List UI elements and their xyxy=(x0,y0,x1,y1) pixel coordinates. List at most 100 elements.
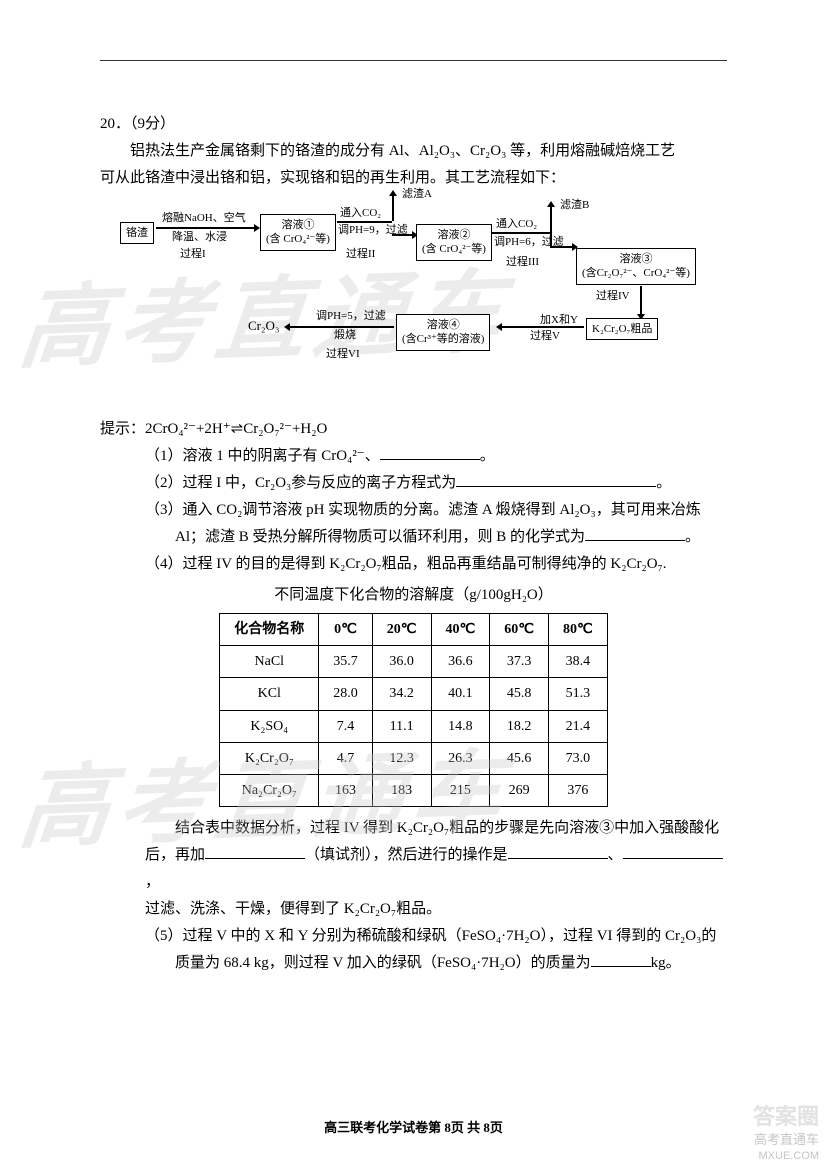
flow-box-slag: 铬渣 xyxy=(120,222,154,244)
q1-end: 。 xyxy=(480,448,495,464)
cell: 73.0 xyxy=(548,742,607,774)
cell: 51.3 xyxy=(548,678,607,710)
sub-q1: （1）溶液 1 中的阴离子有 CrO₄²⁻、。 xyxy=(100,443,727,470)
q5b2: kg。 xyxy=(651,955,681,971)
cell: 45.8 xyxy=(490,678,549,710)
solubility-table: 化合物名称 0℃ 20℃ 40℃ 60℃ 80℃ NaCl35.736.036.… xyxy=(219,613,607,807)
cell: 11.1 xyxy=(372,710,431,742)
sub-q4a: （4）过程 IV 的目的是得到 K₂Cr₂O₇粗品，粗品再重结晶可制得纯净的 K… xyxy=(100,551,727,578)
th-name: 化合物名称 xyxy=(220,614,319,646)
q4b2a: 后，再加 xyxy=(145,847,205,863)
table-row: NaCl35.736.036.637.338.4 xyxy=(220,646,607,678)
cell: 4.7 xyxy=(319,742,373,774)
sub-q4b3: 过滤、洗涤、干燥，便得到了 K₂Cr₂O₇粗品。 xyxy=(100,896,727,923)
q3b-text: Al；滤渣 B 受热分解所得物质可以循环利用，则 B 的化学式为 xyxy=(175,529,585,545)
q3b-blank xyxy=(585,525,685,542)
table-row: KCl28.034.240.145.851.3 xyxy=(220,678,607,710)
table-row: K₂SO₄7.411.114.818.221.4 xyxy=(220,710,607,742)
sub-q3a: （3）通入 CO₂调节溶液 pH 实现物质的分离。滤渣 A 煅烧得到 Al₂O₃… xyxy=(100,497,727,524)
cell: 26.3 xyxy=(431,742,490,774)
cell: Na₂Cr₂O₇ xyxy=(220,774,319,806)
table-row: K₂Cr₂O₇4.712.326.345.673.0 xyxy=(220,742,607,774)
corner-2: 高考直通车 xyxy=(753,1132,819,1149)
flow-arrow-6 xyxy=(290,326,394,328)
q4b2-blank1 xyxy=(205,843,305,860)
cell: NaCl xyxy=(220,646,319,678)
flow-label-proc2: 过程II xyxy=(346,248,375,261)
q2-text: （2）过程 I 中，Cr₂O₃参与反应的离子方程式为 xyxy=(145,475,456,491)
q5b1: 质量为 68.4 kg，则过程 V 加入的绿矾（FeSO₄·7H₂O）的质量为 xyxy=(175,955,591,971)
flow-label-resB: 滤渣B xyxy=(560,199,589,212)
flow-label-co2-1: 通入CO₂ xyxy=(340,207,381,220)
flow-label-resA: 滤渣A xyxy=(402,188,432,201)
table-header-row: 化合物名称 0℃ 20℃ 40℃ 60℃ 80℃ xyxy=(220,614,607,646)
cell: 183 xyxy=(372,774,431,806)
cell: 14.8 xyxy=(431,710,490,742)
cell: 38.4 xyxy=(548,646,607,678)
cell: K₂Cr₂O₇ xyxy=(220,742,319,774)
cell: 215 xyxy=(431,774,490,806)
flow-label-burn: 煅烧 xyxy=(334,329,356,342)
q4b2d: ， xyxy=(145,874,160,890)
flow-arrow-5 xyxy=(502,326,584,328)
cell: 7.4 xyxy=(319,710,373,742)
intro-line-1: 铝热法生产金属铬剩下的铬渣的成分有 Al、Al₂O₃、Cr₂O₃ 等，利用熔融碱… xyxy=(100,138,727,165)
cell: 45.6 xyxy=(490,742,549,774)
q4b2b: （填试剂），然后进行的操作是 xyxy=(305,847,508,863)
q4b2c: 、 xyxy=(608,847,623,863)
flow-line-3a xyxy=(492,232,550,234)
q4b2-blank3 xyxy=(623,843,723,860)
cell: 21.4 xyxy=(548,710,607,742)
table-row: Na₂Cr₂O₇163183215269376 xyxy=(220,774,607,806)
cell: 37.3 xyxy=(490,646,549,678)
q5b-blank xyxy=(591,951,651,968)
cell: KCl xyxy=(220,678,319,710)
flow-corner-3 xyxy=(550,232,552,246)
flow-label-step1a: 熔融NaOH、空气 xyxy=(162,212,246,225)
hint-line: 提示：2CrO₄²⁻+2H⁺⇌Cr₂O₇²⁻+H₂O xyxy=(100,416,727,443)
flow-label-cr2o3: Cr₂O₃ xyxy=(248,318,279,334)
th-60c: 60℃ xyxy=(490,614,549,646)
q1-blank xyxy=(380,444,480,461)
table-caption: 不同温度下化合物的溶解度（g/100gH₂O） xyxy=(100,582,727,609)
sub-q5a: （5）过程 V 中的 X 和 Y 分别为稀硫酸和绿矾（FeSO₄·7H₂O），过… xyxy=(100,923,727,950)
sub-q4b2: 后，再加 （填试剂），然后进行的操作是 、 ， xyxy=(100,842,727,896)
cell: 36.0 xyxy=(372,646,431,678)
q2-blank xyxy=(456,471,656,488)
flow-arrow-down-4 xyxy=(640,286,642,314)
flow-box-sol1: 溶液①(含 CrO₄²⁻等) xyxy=(260,214,336,251)
corner-3: MXUE.COM xyxy=(753,1149,819,1163)
flow-label-proc4: 过程IV xyxy=(596,290,630,303)
cell: 36.6 xyxy=(431,646,490,678)
th-40c: 40℃ xyxy=(431,614,490,646)
flow-arrow-up-b xyxy=(550,207,552,232)
top-rule xyxy=(100,60,727,61)
flow-label-proc3: 过程III xyxy=(506,256,539,269)
flow-label-step1b: 降温、水浸 xyxy=(172,231,227,244)
cell: 269 xyxy=(490,774,549,806)
cell: 163 xyxy=(319,774,373,806)
flow-arrow-1 xyxy=(156,227,254,229)
q4b2-blank2 xyxy=(508,843,608,860)
cell: 34.2 xyxy=(372,678,431,710)
flow-arrow-3b xyxy=(550,246,572,248)
cell: 18.2 xyxy=(490,710,549,742)
flow-label-proc1: 过程I xyxy=(180,248,206,261)
sub-q2: （2）过程 I 中，Cr₂O₃参与反应的离子方程式为 。 xyxy=(100,470,727,497)
flow-arrow-2b xyxy=(392,234,412,236)
cell: 35.7 xyxy=(319,646,373,678)
corner-1: 答案圈 xyxy=(753,1103,819,1132)
flow-box-sol4: 溶液④(含Cr³⁺等的溶液) xyxy=(396,314,490,351)
th-20c: 20℃ xyxy=(372,614,431,646)
q3b-end: 。 xyxy=(685,529,700,545)
flow-line-2a xyxy=(337,221,392,223)
q2-end: 。 xyxy=(656,475,671,491)
flow-box-sol2: 溶液②(含 CrO₄²⁻等) xyxy=(416,224,492,261)
flow-diagram: 铬渣 熔融NaOH、空气 降温、水浸 过程I 溶液①(含 CrO₄²⁻等) 通入… xyxy=(120,204,727,404)
cell: K₂SO₄ xyxy=(220,710,319,742)
question-number: 20．（9分） xyxy=(100,111,727,138)
th-80c: 80℃ xyxy=(548,614,607,646)
corner-watermark: 答案圈 高考直通车 MXUE.COM xyxy=(753,1103,819,1163)
flow-label-proc5: 过程V xyxy=(530,330,560,343)
flow-box-sol3: 溶液③(含Cr₂O₇²⁻、CrO₄²⁻等) xyxy=(576,248,696,285)
